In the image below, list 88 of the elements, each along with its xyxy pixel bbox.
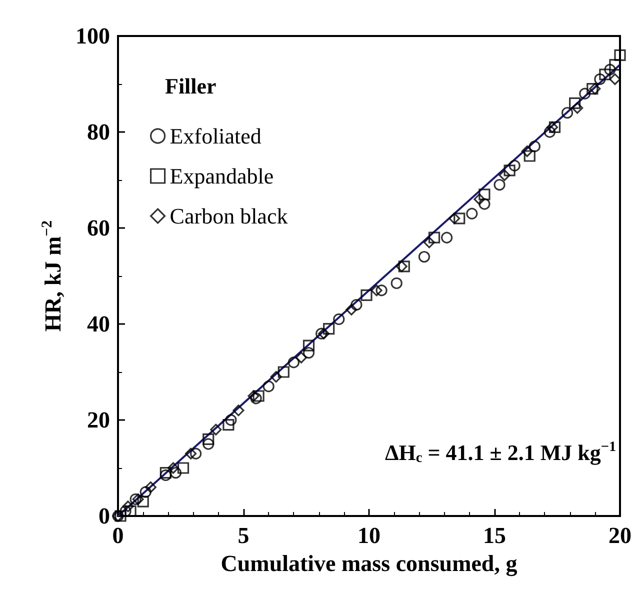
- point: [572, 102, 584, 114]
- point: [137, 496, 149, 508]
- legend-label: Expandable: [170, 164, 274, 188]
- y-axis-title: HR, kJ m−2: [39, 220, 66, 332]
- point: [418, 251, 430, 263]
- point: [569, 97, 581, 109]
- point: [350, 299, 362, 311]
- point: [302, 347, 315, 359]
- point: [114, 510, 126, 522]
- point: [323, 323, 335, 335]
- point: [122, 500, 134, 512]
- point: [225, 414, 237, 426]
- x-tick-label: 5: [238, 523, 250, 548]
- point: [396, 260, 408, 272]
- point: [184, 448, 197, 460]
- point: [140, 486, 152, 498]
- point: [609, 59, 621, 71]
- x-tick-label: 10: [358, 523, 380, 548]
- y-tick-label: 0: [98, 504, 110, 528]
- point: [376, 284, 388, 296]
- point: [295, 352, 308, 364]
- point: [423, 236, 436, 248]
- point: [144, 481, 156, 493]
- legend-title: Filler: [165, 74, 217, 98]
- point: [177, 462, 190, 474]
- point: [318, 328, 330, 340]
- legend-label: Exfoliated: [170, 124, 262, 148]
- point: [210, 424, 222, 436]
- point: [494, 179, 506, 191]
- point: [278, 366, 290, 378]
- point: [262, 380, 274, 392]
- point: [248, 390, 260, 402]
- point: [586, 83, 598, 95]
- point: [333, 313, 345, 325]
- point: [448, 212, 460, 224]
- point: [288, 356, 300, 368]
- x-tick-label: 20: [608, 523, 632, 548]
- point: [390, 277, 402, 289]
- y-tick-label: 100: [76, 24, 110, 48]
- point: [544, 126, 556, 138]
- point: [478, 188, 490, 200]
- point: [202, 438, 214, 450]
- x-tick-label: 15: [483, 523, 506, 548]
- point: [202, 433, 214, 445]
- point: [521, 145, 533, 157]
- point: [508, 160, 520, 172]
- point: [504, 164, 516, 176]
- point: [478, 198, 490, 210]
- point: [252, 390, 264, 402]
- point: [316, 328, 328, 340]
- point: [604, 64, 616, 76]
- legend-label: Carbon black: [170, 204, 288, 228]
- point: [528, 140, 540, 152]
- point: [302, 340, 315, 352]
- point: [130, 493, 142, 505]
- point: [167, 462, 180, 474]
- point: [562, 107, 574, 119]
- y-tick-label: 20: [87, 408, 110, 432]
- point: [524, 150, 536, 162]
- point: [346, 304, 358, 316]
- point: [498, 169, 510, 181]
- y-tick-label: 80: [87, 120, 110, 144]
- point: [548, 121, 561, 133]
- point: [546, 121, 558, 133]
- y-tick-label: 60: [87, 216, 110, 240]
- point: [190, 448, 202, 460]
- point: [370, 284, 382, 296]
- point: [398, 260, 410, 272]
- point: [614, 49, 626, 61]
- point: [474, 193, 486, 205]
- point: [589, 83, 601, 95]
- point: [441, 232, 453, 244]
- point: [170, 467, 182, 479]
- point: [222, 419, 234, 431]
- point: [232, 404, 244, 416]
- point: [132, 493, 144, 505]
- point: [250, 392, 262, 404]
- point: [594, 73, 606, 85]
- point: [428, 232, 440, 244]
- point: [360, 289, 372, 301]
- point: [466, 208, 478, 220]
- point: [270, 371, 282, 383]
- point: [454, 212, 466, 224]
- y-tick-label: 40: [87, 312, 110, 336]
- x-axis-title: Cumulative mass consumed, g: [220, 550, 518, 577]
- point: [609, 73, 621, 85]
- point: [579, 88, 591, 100]
- point: [599, 68, 611, 80]
